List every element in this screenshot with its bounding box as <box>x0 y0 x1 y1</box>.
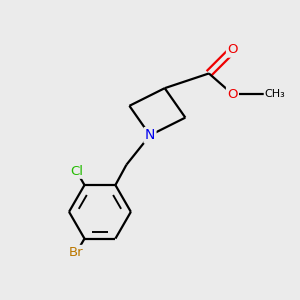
Text: O: O <box>227 44 238 56</box>
Text: O: O <box>227 88 238 100</box>
Text: Cl: Cl <box>70 164 83 178</box>
Text: CH₃: CH₃ <box>265 89 286 99</box>
Text: N: N <box>145 128 155 142</box>
Text: Br: Br <box>69 246 84 259</box>
